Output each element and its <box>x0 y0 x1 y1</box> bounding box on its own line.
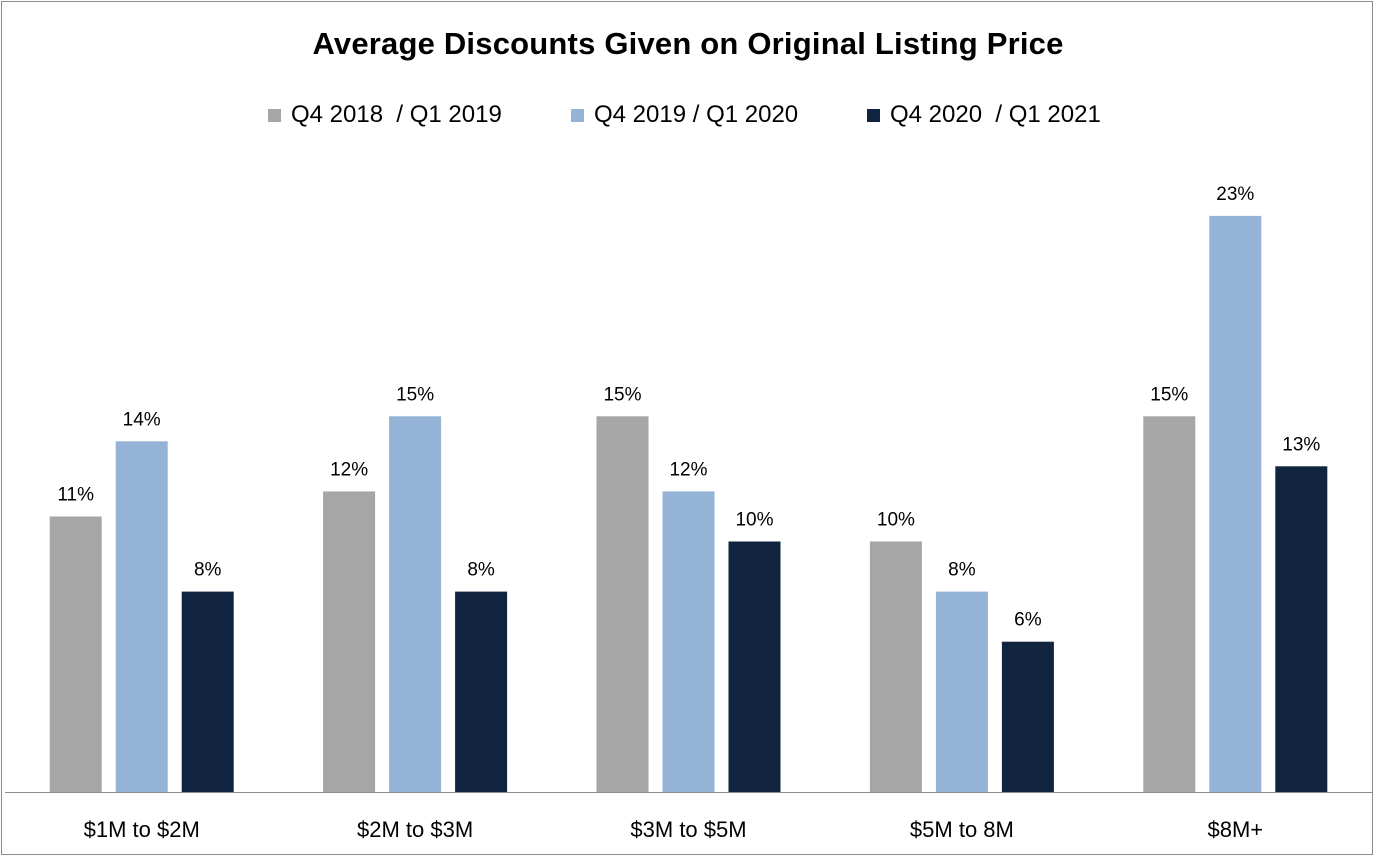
bar-2-4 <box>935 591 988 792</box>
bar-1-3 <box>596 416 649 793</box>
legend-label-series-1: Q4 2018 / Q1 2019 <box>291 101 502 128</box>
bar-3-2 <box>455 591 508 792</box>
data-label-2-5: 23% <box>1216 184 1254 205</box>
data-label-2-1: 14% <box>123 409 161 430</box>
x-tick-label-2: $2M to $3M <box>357 817 473 842</box>
bar-3-4 <box>1001 641 1054 792</box>
legend-item-series-2: Q4 2019 / Q1 2020 <box>571 100 798 130</box>
chart-title: Average Discounts Given on Original List… <box>312 26 1064 61</box>
bar-2-2 <box>389 416 442 793</box>
bar-1-4 <box>869 541 922 792</box>
legend-item-series-1: Q4 2018 / Q1 2019 <box>268 100 502 130</box>
data-label-2-3: 12% <box>669 459 707 480</box>
data-label-3-3: 10% <box>735 510 773 531</box>
bar-1-2 <box>323 491 376 792</box>
data-label-1-2: 12% <box>330 459 368 480</box>
data-label-1-4: 10% <box>877 510 915 531</box>
legend-swatch-series-3 <box>867 108 880 122</box>
bar-3-1 <box>181 591 234 792</box>
legend-label-series-3: Q4 2020 / Q1 2021 <box>890 101 1101 128</box>
x-tick-label-5: $8M+ <box>1207 817 1263 842</box>
bar-1-1 <box>49 516 102 793</box>
bar-2-1 <box>115 441 168 792</box>
data-label-1-5: 15% <box>1150 384 1188 405</box>
legend-label-series-2: Q4 2019 / Q1 2020 <box>594 101 799 128</box>
bar-3-3 <box>728 541 781 792</box>
data-label-3-2: 8% <box>467 560 495 581</box>
x-tick-label-1: $1M to $2M <box>84 817 200 842</box>
data-label-3-1: 8% <box>194 560 222 581</box>
x-tick-label-4: $5M to 8M <box>910 817 1014 842</box>
bar-2-5 <box>1209 215 1262 792</box>
legend-item-series-3: Q4 2020 / Q1 2021 <box>867 100 1101 130</box>
chart-legend: Q4 2018 / Q1 2019 Q4 2019 / Q1 2020 Q4 2… <box>0 100 1376 130</box>
data-label-3-4: 6% <box>1014 610 1042 631</box>
x-tick-label-3: $3M to $5M <box>630 817 746 842</box>
data-label-1-3: 15% <box>603 384 641 405</box>
data-label-1-1: 11% <box>57 485 94 506</box>
bar-2-3 <box>662 491 715 792</box>
data-label-2-2: 15% <box>396 384 434 405</box>
legend-swatch-series-2 <box>571 108 584 122</box>
data-label-2-4: 8% <box>948 560 976 581</box>
legend-swatch-series-1 <box>268 108 281 122</box>
bar-3-5 <box>1275 466 1328 792</box>
bar-1-5 <box>1143 416 1196 793</box>
data-label-3-5: 13% <box>1282 434 1320 455</box>
